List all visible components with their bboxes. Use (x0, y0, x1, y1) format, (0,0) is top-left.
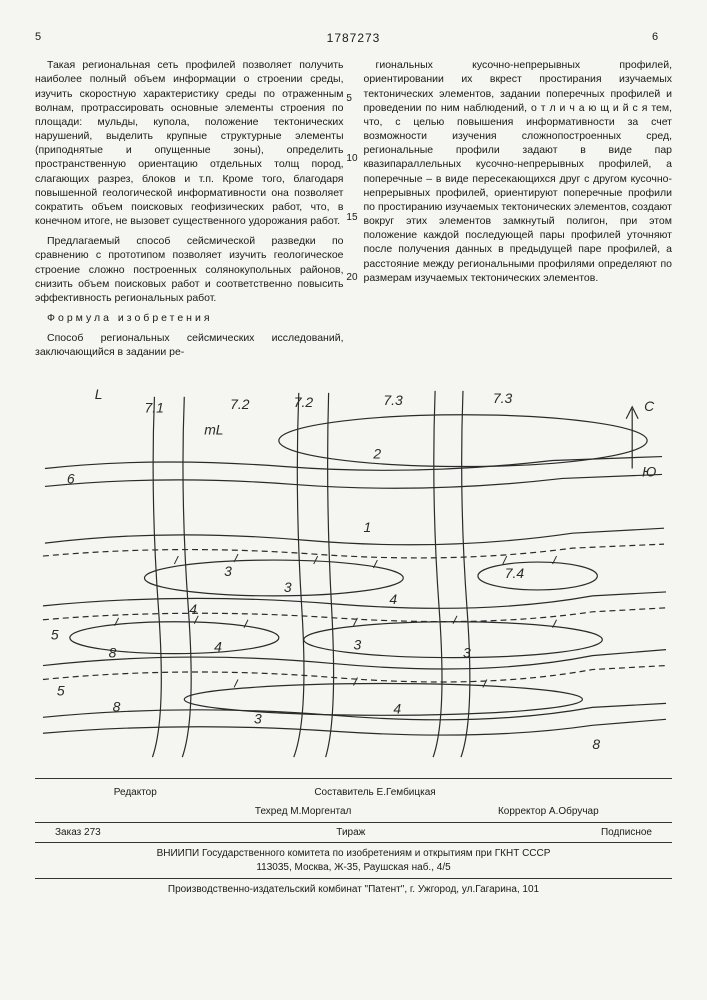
label-3c: 3 (354, 636, 362, 652)
label-3e: 3 (254, 710, 262, 726)
line-marker: 15 (346, 211, 357, 225)
credits-row-2: Техред М.Моргентал Корректор А.Обручар (35, 802, 672, 822)
footer: Редактор Составитель Е.Гембицкая Техред … (35, 778, 672, 897)
paragraph: Способ региональных сейсмических исследо… (35, 331, 344, 359)
publisher: Производственно-издательский комбинат "П… (35, 878, 672, 897)
podpisnoe: Подписное (601, 826, 652, 840)
compiler: Составитель Е.Гембицкая (314, 786, 435, 800)
label-4a: 4 (189, 600, 197, 616)
label-4d: 4 (393, 700, 401, 716)
label-3d: 3 (463, 644, 471, 660)
label-Yu: Ю (642, 463, 656, 479)
page-num-left: 5 (35, 30, 55, 46)
seismic-diagram: L mL С Ю 7.1 7.2 7.2 7.3 7.3 2 6 1 3 3 7… (35, 378, 672, 768)
label-L: L (95, 385, 103, 401)
label-1: 1 (363, 519, 371, 535)
paragraph: Такая региональная сеть профилей позволя… (35, 58, 344, 228)
label-7-3: 7.3 (383, 391, 403, 407)
document-number: 1787273 (327, 30, 381, 46)
label-7-3b: 7.3 (493, 389, 513, 405)
label-5b: 5 (57, 682, 65, 698)
label-4b: 4 (389, 590, 397, 606)
line-number-markers: 5 10 15 20 (346, 92, 357, 284)
order-number: Заказ 273 (55, 826, 101, 840)
line-marker: 20 (346, 271, 357, 285)
label-C: С (644, 397, 655, 413)
corrector: Корректор А.Обручар (498, 805, 599, 819)
label-8b: 8 (113, 698, 121, 714)
label-6: 6 (67, 470, 75, 486)
diagram-svg: L mL С Ю 7.1 7.2 7.2 7.3 7.3 2 6 1 3 3 7… (35, 378, 672, 768)
tirazh: Тираж (336, 826, 365, 840)
line-marker: 10 (346, 152, 357, 166)
institution-block: ВНИИПИ Государственного комитета по изоб… (35, 843, 672, 878)
institution-line-2: 113035, Москва, Ж-35, Раушская наб., 4/5 (35, 861, 672, 875)
page-num-right: 6 (652, 30, 672, 46)
paragraph: гиональных кусочно-непрерывных профилей,… (364, 58, 673, 285)
line-marker: 5 (346, 92, 357, 106)
institution-line-1: ВНИИПИ Государственного комитета по изоб… (35, 847, 672, 861)
order-row: Заказ 273 Тираж Подписное (35, 822, 672, 844)
page-header: 5 1787273 6 (35, 30, 672, 46)
paragraph: Предлагаемый способ сейсмической разведк… (35, 234, 344, 305)
editor-label: Редактор (114, 786, 157, 800)
techred: Техред М.Моргентал (255, 805, 351, 819)
label-7-2b: 7.2 (294, 393, 314, 409)
credits-row-1: Редактор Составитель Е.Гембицкая (35, 783, 672, 803)
label-7-2: 7.2 (230, 395, 250, 411)
label-3a: 3 (224, 563, 232, 579)
label-4c: 4 (214, 638, 222, 654)
label-8c: 8 (592, 736, 600, 752)
label-8a: 8 (109, 644, 117, 660)
label-7-1: 7.1 (144, 399, 163, 415)
label-3b: 3 (284, 579, 292, 595)
label-7-4: 7.4 (505, 565, 525, 581)
formula-title: Формула изобретения (35, 311, 344, 325)
label-5a: 5 (51, 626, 59, 642)
left-column: Такая региональная сеть профилей позволя… (35, 58, 344, 365)
right-column: гиональных кусочно-непрерывных профилей,… (364, 58, 673, 365)
label-2: 2 (372, 445, 381, 461)
label-mL: mL (204, 421, 223, 437)
